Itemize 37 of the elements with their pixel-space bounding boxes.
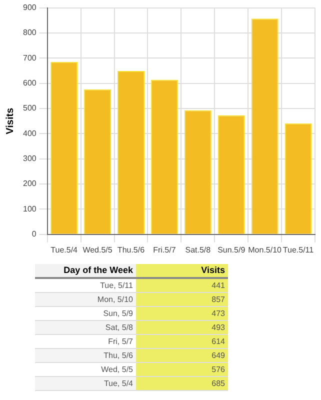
text: Day of the Week [35,264,136,278]
y-tick-label: 0 [32,230,37,239]
data-label: 857 [136,292,228,306]
x-tick-label: Sun.5/9 [218,245,246,254]
category-label: Tue, 5/11 [35,278,136,292]
x-tick-label: Thu.5/6 [117,245,146,254]
data-label: 493 [136,320,228,334]
x-tick-label: Sat.5/8 [185,245,212,254]
category-label: Fri, 5/7 [35,334,136,348]
category-label: Mon, 5/10 [35,292,136,306]
data-label: 649 [136,348,228,362]
y-tick-label: 100 [22,204,37,214]
category-label: Wed, 5/5 [35,362,136,376]
data-label: 576 [136,362,228,376]
category-label: Thu, 5/6 [35,348,136,362]
x-tick-label: Tue.5/11 [282,245,314,254]
x-tick-label: Mon.5/10 [248,245,282,254]
text: Visits [136,264,228,278]
category-label: Tue, 5/4 [35,376,136,390]
y-tick-label: 400 [22,128,37,138]
y-tick-label: 900 [22,3,37,12]
x-tick-label: Fri.5/7 [153,245,176,254]
data-label: 685 [136,376,228,390]
data-label: 614 [136,334,228,348]
y-axis-title: Visits [4,107,16,134]
y-tick-label: 200 [22,179,37,188]
x-tick-label: Tue.5/4 [50,245,78,254]
data-label: 441 [136,278,228,292]
x-tick-label: Wed.5/5 [82,245,113,254]
category-label: Sun, 5/9 [35,306,136,320]
category-label: Sat, 5/8 [35,320,136,334]
y-tick-label: 600 [22,78,37,88]
y-tick-label: 800 [22,28,37,38]
y-tick-label: 300 [22,154,37,164]
data-label: 473 [136,306,228,320]
y-tick-label: 700 [22,53,37,62]
y-tick-label: 500 [22,104,37,113]
